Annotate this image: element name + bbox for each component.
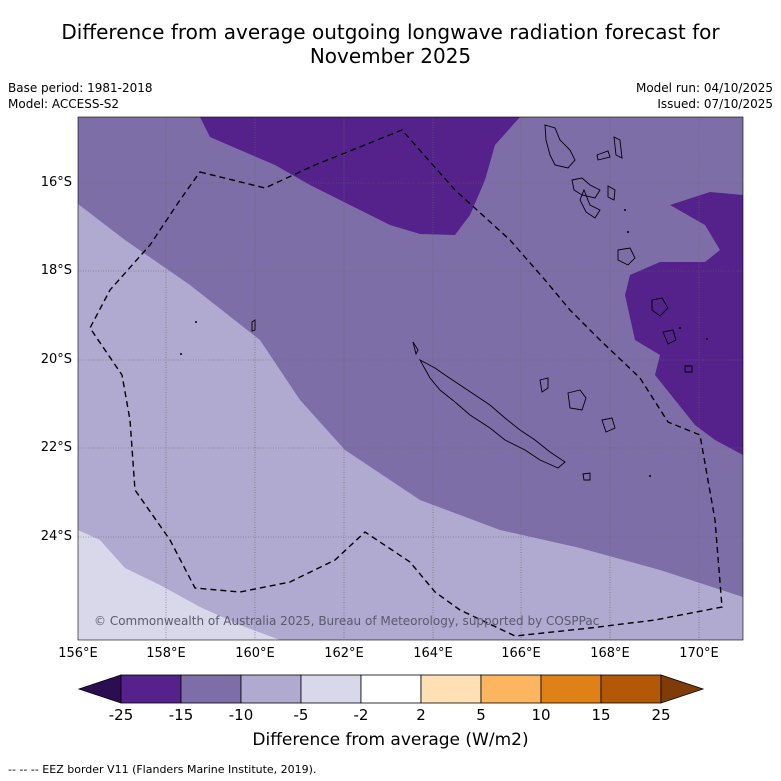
loyalty-islands-lifou: [567, 389, 587, 411]
lat-label-20s: 20°S: [40, 352, 72, 367]
coastlines: [251, 124, 693, 481]
cb-tick-15: 15: [591, 706, 611, 724]
lon-label-168e: 168°E: [590, 646, 630, 661]
cb-tick-minus2: -2: [353, 706, 369, 724]
chesterfield-islet: [251, 319, 256, 332]
cb-tick-minus10: -10: [228, 706, 254, 724]
eez-footnote: -- -- -- EEZ border V11 (Flanders Marine…: [8, 763, 317, 776]
colorbar-segment-1: [120, 674, 182, 704]
colorbar-segment-9: [600, 674, 662, 704]
cb-tick-25: 25: [651, 706, 671, 724]
colorbar-arrow-high: [660, 674, 705, 704]
belep-islands: [412, 341, 419, 356]
copyright-notice: © Commonwealth of Australia 2025, Bureau…: [94, 614, 600, 628]
title-line-1: Difference from average outgoing longwav…: [61, 20, 720, 44]
band-minus15-minus25-north: [200, 117, 520, 235]
colorbar-segment-5: [360, 674, 422, 704]
meta-right: Model run: 04/10/2025 Issued: 07/10/2025: [636, 80, 773, 112]
colorbar: [77, 674, 705, 704]
map-frame: [77, 116, 744, 641]
lat-label-16s: 16°S: [40, 175, 72, 190]
vanuatu-erromango: [651, 297, 669, 317]
cb-tick-minus5: -5: [293, 706, 309, 724]
ile-des-pins: [582, 472, 591, 481]
cb-tick-minus15: -15: [168, 706, 194, 724]
issued-date: Issued: 07/10/2025: [657, 97, 773, 111]
loyalty-islands-ouvea: [539, 377, 549, 393]
vanuatu-espiritu-santo: [544, 124, 576, 169]
colorbar-segment-3: [240, 674, 302, 704]
lon-label-164e: 164°E: [413, 646, 453, 661]
lon-label-166e: 166°E: [501, 646, 541, 661]
cb-tick-10: 10: [531, 706, 551, 724]
lon-label-160e: 160°E: [235, 646, 275, 661]
vanuatu-aneityum: [684, 365, 693, 373]
meta-left: Base period: 1981-2018 Model: ACCESS-S2: [8, 80, 153, 112]
vanuatu-pentecost: [607, 185, 616, 201]
vanuatu-efate-south: [617, 247, 636, 266]
lon-label-158e: 158°E: [146, 646, 186, 661]
colorbar-segment-6: [420, 674, 482, 704]
colorbar-segment-7: [480, 674, 542, 704]
lon-label-170e: 170°E: [679, 646, 719, 661]
band-minus15-minus25-east: [625, 192, 743, 455]
lon-label-156e: 156°E: [58, 646, 98, 661]
colorbar-arrow-low: [77, 674, 122, 704]
lat-label-24s: 24°S: [40, 529, 72, 544]
vanuatu-maewo: [613, 136, 623, 159]
cb-tick-5: 5: [476, 706, 486, 724]
lat-label-22s: 22°S: [40, 440, 72, 455]
new-caledonia-island: [418, 358, 566, 469]
vanuatu-ambae: [596, 150, 611, 161]
graticule: [78, 117, 743, 640]
map-area: [78, 117, 743, 640]
cb-tick-2: 2: [416, 706, 426, 724]
colorbar-segment-2: [180, 674, 242, 704]
vanuatu-malekula: [571, 177, 601, 199]
colorbar-segment-4: [300, 674, 362, 704]
lon-label-162e: 162°E: [324, 646, 364, 661]
band-minus2-minus5: [78, 530, 280, 640]
vanuatu-efate: [579, 188, 601, 219]
chart-title: Difference from average outgoing longwav…: [0, 20, 781, 68]
model-run: Model run: 04/10/2025: [635, 81, 773, 95]
loyalty-islands-mare: [601, 417, 616, 433]
colorbar-segment-8: [540, 674, 602, 704]
model-name: Model: ACCESS-S2: [8, 97, 120, 111]
colorbar-title: Difference from average (W/m2): [252, 730, 529, 750]
lat-label-18s: 18°S: [40, 263, 72, 278]
small-islets: [180, 209, 708, 477]
base-period: Base period: 1981-2018: [8, 81, 153, 95]
cb-tick-minus25: -25: [108, 706, 134, 724]
title-line-2: November 2025: [309, 44, 472, 68]
band-minus5-minus10: [78, 204, 743, 640]
vanuatu-tanna: [662, 329, 677, 345]
